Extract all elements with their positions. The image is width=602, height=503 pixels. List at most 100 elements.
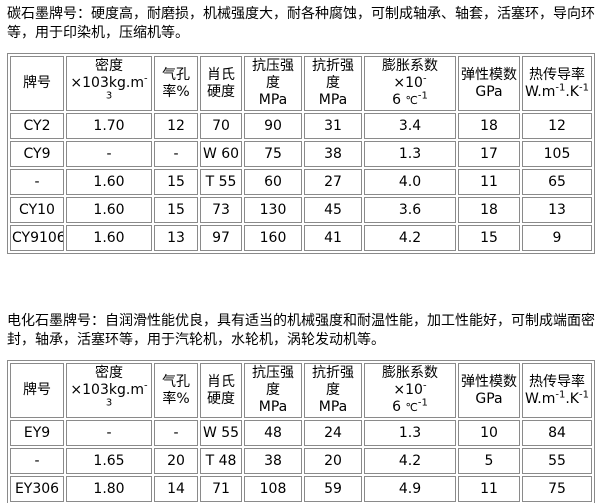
value-cell: 1.3 <box>364 420 456 446</box>
table-row: CY9106 1.60 13 97 160 41 4.2 15 9 <box>10 225 592 251</box>
brand-cell: - <box>10 448 64 474</box>
value-cell: 59 <box>304 476 362 502</box>
value-cell: 3.4 <box>364 113 456 139</box>
value-cell: 11 <box>458 476 520 502</box>
header-unit: MPa <box>318 92 348 108</box>
col-header-flexural: 抗折强度 MPa <box>304 56 362 111</box>
degree-celsius: ℃ <box>405 401 418 414</box>
header-unit: .K <box>565 390 579 407</box>
value-cell: 73 <box>200 197 242 223</box>
value-cell: 60 <box>244 169 302 195</box>
value-cell: 38 <box>304 141 362 167</box>
value-cell: 75 <box>522 476 592 502</box>
header-sup: -1 <box>578 388 589 400</box>
header-unit: ×103kg.m <box>70 75 144 91</box>
value-cell: 24 <box>304 420 362 446</box>
value-cell: 13 <box>154 225 198 251</box>
header-sup: - <box>422 380 427 392</box>
value-cell: 18 <box>458 113 520 139</box>
header-label: 弹性模数 <box>461 66 517 83</box>
header-unit: MPa <box>258 92 288 108</box>
col-header-thermal: 热传导率 W.m-1.K-1 <box>522 56 592 111</box>
col-header-density: 密度 ×103kg.m-3 <box>66 56 152 111</box>
table-row: -1.60 15 T 55 60 27 4.0 11 65 <box>10 169 592 195</box>
value-cell: 38 <box>244 448 302 474</box>
value-cell: 105 <box>522 141 592 167</box>
value-cell: 20 <box>154 448 198 474</box>
header-sup: - <box>422 73 427 85</box>
brand-cell: CY9106 <box>10 225 64 251</box>
col-header-expansion: 膨胀系数×10- 6 ℃-1 <box>364 56 456 111</box>
header-label: 气孔 <box>162 373 190 390</box>
header-sup: -1 <box>578 81 589 93</box>
header-label: 热传导率 <box>529 66 585 83</box>
header-label: 密度 <box>95 365 123 381</box>
electro-graphite-intro: 电化石墨牌号：自润滑性能优良，具有适当的机械强度和耐温性能，加工性能好，可制成端… <box>7 313 595 348</box>
value-cell: 90 <box>244 113 302 139</box>
value-cell: 55 <box>522 448 592 474</box>
table-row: EY9- - W 55 48 24 1.3 10 84 <box>10 420 592 446</box>
carbon-graphite-table: 牌号 密度 ×103kg.m-3 气孔 率% 肖氏 硬度 抗压强度 MPa 抗折强度 MP… <box>7 53 595 254</box>
value-cell: W 55 <box>200 420 242 446</box>
value-cell: 1.60 <box>66 197 152 223</box>
header-sup: -1 <box>555 388 566 400</box>
value-cell: - <box>154 141 198 167</box>
header-label: 抗压强度 <box>252 365 294 398</box>
header-label: 膨胀系数×10 <box>382 58 438 91</box>
header-label: 密度 <box>95 58 123 74</box>
header-sup: -3 <box>105 73 148 102</box>
value-cell: W 60 <box>200 141 242 167</box>
value-cell: T 55 <box>200 169 242 195</box>
value-cell: 1.80 <box>66 476 152 502</box>
header-unit: 6 <box>392 399 406 415</box>
col-header-brand: 牌号 <box>10 363 64 418</box>
value-cell: 12 <box>522 113 592 139</box>
value-cell: 1.60 <box>66 169 152 195</box>
brand-cell: CY2 <box>10 113 64 139</box>
header-unit: GPa <box>475 83 503 100</box>
value-cell: 1.65 <box>66 448 152 474</box>
header-unit: MPa <box>258 399 288 415</box>
col-header-elastic: 弹性模数 GPa <box>458 56 520 111</box>
col-header-expansion: 膨胀系数×10- 6 ℃-1 <box>364 363 456 418</box>
table-header-row: 牌号 密度 ×103kg.m-3 气孔 率% 肖氏 硬度 抗压强度 MPa 抗折强度 MP… <box>10 363 592 418</box>
header-unit: ×103kg.m <box>70 382 144 398</box>
col-header-elastic: 弹性模数 GPa <box>458 363 520 418</box>
value-cell: 15 <box>458 225 520 251</box>
value-cell: 12 <box>154 113 198 139</box>
table-row: EY306 1.80 14 71 108 59 4.9 11 75 <box>10 476 592 502</box>
value-cell: 65 <box>522 169 592 195</box>
value-cell: T 48 <box>200 448 242 474</box>
value-cell: 70 <box>200 113 242 139</box>
table-row: -1.65 20 T 48 38 20 4.2 5 55 <box>10 448 592 474</box>
value-cell: 97 <box>200 225 242 251</box>
col-header-porosity: 气孔 率% <box>154 56 198 111</box>
header-unit: MPa <box>318 399 348 415</box>
header-label: 率% <box>162 83 190 100</box>
brand-cell: EY9 <box>10 420 64 446</box>
value-cell: 48 <box>244 420 302 446</box>
header-unit: W.m <box>525 83 556 100</box>
table-row: CY10 1.60 15 73 130 45 3.6 18 13 <box>10 197 592 223</box>
value-cell: 10 <box>458 420 520 446</box>
brand-cell: - <box>10 169 64 195</box>
header-label: 抗压强度 <box>252 58 294 91</box>
header-label: 牌号 <box>23 382 51 398</box>
value-cell: 11 <box>458 169 520 195</box>
value-cell: 15 <box>154 169 198 195</box>
col-header-porosity: 气孔 率% <box>154 363 198 418</box>
value-cell: 45 <box>304 197 362 223</box>
value-cell: 9 <box>522 225 592 251</box>
header-label: 弹性模数 <box>461 373 517 390</box>
value-cell: 20 <box>304 448 362 474</box>
value-cell: 130 <box>244 197 302 223</box>
value-cell: 4.0 <box>364 169 456 195</box>
value-cell: - <box>66 141 152 167</box>
header-label: 率% <box>162 390 190 407</box>
value-cell: 17 <box>458 141 520 167</box>
value-cell: 15 <box>154 197 198 223</box>
header-label: 牌号 <box>23 75 51 91</box>
value-cell: - <box>154 420 198 446</box>
table-row: CY9- - W 60 75 38 1.3 17 105 <box>10 141 592 167</box>
